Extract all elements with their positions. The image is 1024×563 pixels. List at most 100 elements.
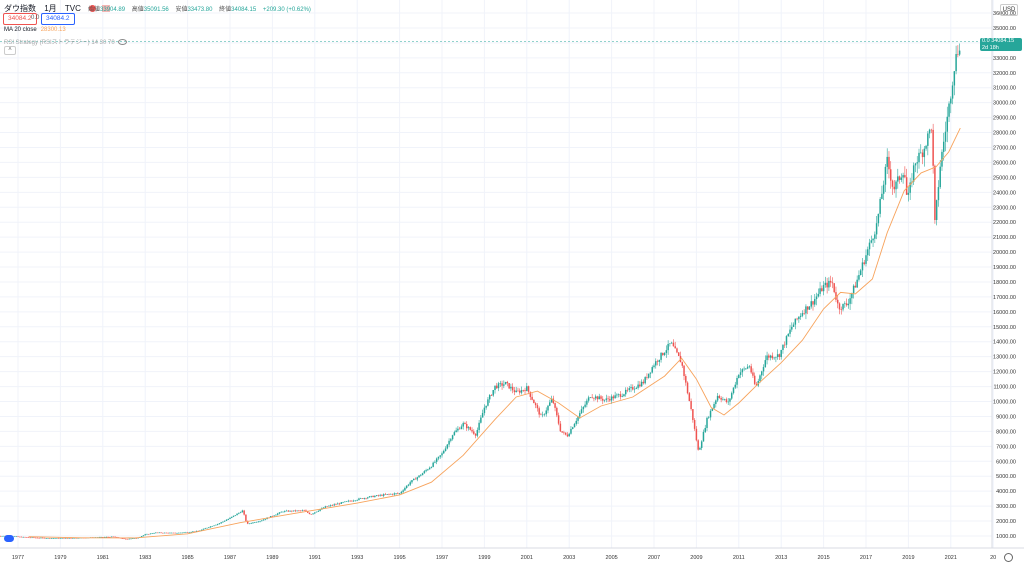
candle-body — [421, 473, 424, 476]
candle-body — [409, 482, 411, 485]
candle-body — [561, 431, 563, 433]
candle-body — [248, 523, 251, 525]
candle-body — [220, 522, 222, 524]
candle-body — [738, 374, 740, 378]
candle-body — [874, 234, 876, 239]
candle-body — [174, 532, 176, 534]
time-tick-label: 2011 — [733, 555, 745, 561]
sell-button[interactable]: 34084.2 — [3, 13, 37, 25]
candle-body — [255, 521, 258, 523]
candle-body — [241, 510, 244, 513]
symbol-name[interactable]: ダウ指数 — [4, 4, 36, 13]
candle-body — [605, 398, 608, 400]
candle-body — [916, 162, 918, 164]
time-axis[interactable]: 1977 1979 1981 1983 1985 1987 1989 1991 1993 1995… — [12, 555, 996, 561]
chevron-up-icon[interactable]: ˄ — [4, 46, 16, 55]
candle-body — [222, 521, 224, 523]
candle-body — [133, 538, 136, 539]
candle-body — [123, 538, 125, 540]
symbol-header[interactable]: ダウ指数 1月 TVC — [4, 3, 116, 14]
price-tick-label: 10000.00 — [993, 400, 1016, 406]
candle-body — [110, 536, 113, 538]
candle-body — [884, 166, 887, 185]
candle-body — [497, 383, 500, 389]
price-tick-label: 32000.00 — [993, 71, 1016, 77]
candle-body — [541, 414, 544, 416]
candle-body — [637, 384, 639, 388]
candle-body — [582, 406, 585, 410]
candle-body — [624, 389, 627, 395]
candle-body — [331, 505, 334, 506]
candle-body — [27, 537, 30, 538]
price-axis[interactable]: 1000.00 2000.00 3000.00 4000.00 5000.00 6000.… — [993, 11, 1016, 540]
candle-body — [354, 500, 357, 502]
currency-label[interactable]: USD — [1000, 4, 1018, 16]
time-tick-label: 1999 — [478, 555, 490, 561]
candle-body — [398, 493, 401, 494]
candle-body — [646, 377, 648, 378]
candle-body — [227, 518, 229, 520]
candle-body — [121, 538, 123, 539]
candle-body — [564, 432, 567, 435]
eye-icon[interactable] — [117, 39, 127, 46]
candle-body — [796, 318, 798, 320]
candle-body — [125, 538, 127, 540]
candle-body — [518, 390, 521, 393]
price-tick-label: 4000.00 — [996, 489, 1016, 495]
candle-body — [223, 520, 226, 522]
time-tick-label: 1993 — [351, 555, 363, 561]
buy-button[interactable]: 34084.2 — [41, 13, 75, 25]
candle-body — [487, 399, 489, 406]
candle-body — [700, 441, 703, 448]
candle-body — [181, 532, 184, 534]
candle-body — [912, 165, 915, 182]
candle-body — [453, 432, 456, 436]
candle-body — [596, 396, 599, 400]
price-tick-label: 16000.00 — [993, 310, 1016, 316]
candles — [0, 43, 961, 540]
candle-body — [135, 538, 138, 539]
candle-body — [499, 383, 502, 384]
candle-body — [674, 346, 676, 349]
candle-body — [649, 372, 652, 374]
candle-body — [633, 388, 636, 390]
candle-body — [156, 532, 159, 534]
candle-body — [529, 391, 532, 397]
candle-body — [948, 103, 950, 117]
candle-body — [425, 470, 427, 472]
candle-body — [437, 456, 440, 459]
strategy-legend[interactable]: RSI Strategy (RSIストラテジー) 14 30 70 — [4, 37, 127, 46]
candle-body — [845, 303, 848, 306]
candle-body — [430, 466, 433, 468]
candle-body — [580, 409, 583, 414]
candle-body — [799, 315, 802, 317]
candle-body — [867, 249, 869, 256]
candle-body — [469, 427, 472, 430]
candle-body — [718, 395, 721, 398]
market-closed-icon — [102, 5, 111, 13]
candle-body — [594, 396, 597, 399]
candle-body — [441, 453, 443, 456]
candle-body — [63, 538, 65, 539]
gear-icon[interactable] — [1004, 553, 1013, 562]
cloud-icon[interactable] — [4, 535, 14, 542]
close-label: 終値 — [219, 7, 232, 13]
candle-body — [614, 395, 616, 399]
time-tick-label: 2001 — [521, 555, 533, 561]
candle-body — [211, 526, 214, 527]
candle-body — [895, 181, 897, 190]
last-price-extra: 0.0 — [982, 38, 990, 44]
candle-body — [202, 528, 205, 530]
candle-body — [642, 381, 645, 384]
candle-body — [935, 200, 938, 221]
candle-body — [188, 532, 191, 533]
candle-body — [550, 398, 553, 403]
candle-body — [282, 511, 284, 513]
candle-body — [239, 512, 242, 513]
candle-body — [59, 538, 62, 539]
candle-body — [287, 510, 290, 512]
price-tick-label: 30000.00 — [993, 101, 1016, 107]
ma-indicator-legend[interactable]: MA 20 close 28300.13 — [4, 27, 66, 33]
interval-label[interactable]: 1月 — [44, 4, 57, 13]
